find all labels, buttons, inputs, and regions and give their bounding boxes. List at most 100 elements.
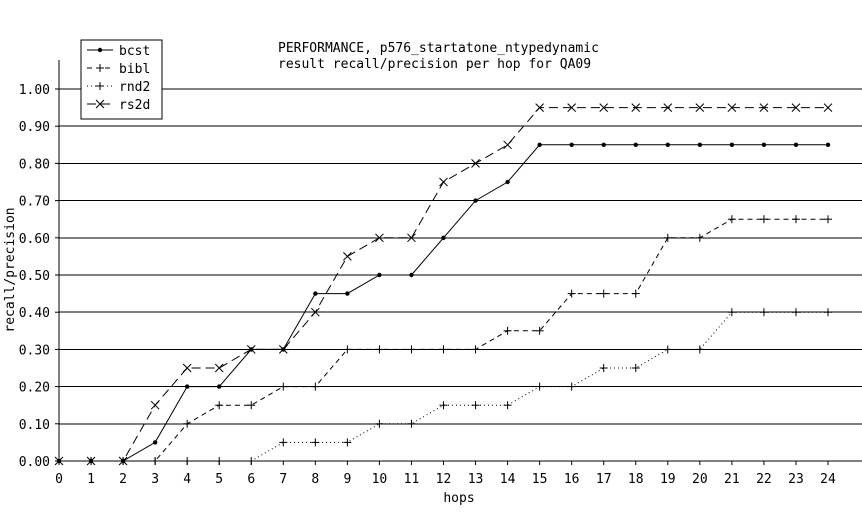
x-tick-label: 16 — [564, 472, 580, 487]
legend-item-bibl: bibl — [87, 62, 150, 77]
series-line — [59, 144, 828, 462]
data-point-plus — [375, 419, 384, 428]
legend: bcst bibl rnd2 rs2d — [80, 39, 163, 120]
y-tick-label: 0.70 — [19, 195, 50, 210]
data-point-plus — [567, 382, 576, 391]
x-tick-label: 18 — [628, 472, 644, 487]
data-point-plus — [824, 308, 832, 317]
legend-items: bcst bibl rnd2 rs2d — [87, 44, 150, 113]
series-bcst — [56, 142, 831, 464]
legend-label: bcst — [119, 44, 150, 59]
x-tick-label: 6 — [247, 472, 255, 487]
y-tick-label: 0.90 — [19, 120, 50, 135]
x-tick-label: 1 — [87, 472, 95, 487]
y-tick-label: 0.20 — [19, 381, 50, 396]
data-point-plus — [471, 345, 480, 354]
data-point-cross — [535, 103, 544, 112]
data-point-plus — [343, 438, 352, 447]
data-point-dot — [729, 142, 735, 147]
data-point-dot — [217, 384, 222, 389]
x-tick-label: 11 — [404, 472, 420, 487]
data-point-cross — [471, 159, 480, 168]
data-point-cross — [503, 140, 512, 150]
x-tick-label: 13 — [468, 472, 484, 487]
legend-box — [80, 39, 163, 120]
data-point-dot — [409, 272, 414, 278]
data-point-dot — [184, 384, 190, 389]
data-point-cross — [375, 233, 384, 243]
data-point-plus — [535, 326, 544, 335]
y-tick-label: 0.80 — [19, 157, 50, 172]
series-rnd2 — [55, 308, 832, 465]
x-tick-label: 15 — [532, 472, 548, 487]
data-point-dot — [697, 142, 703, 147]
data-point-plus — [279, 382, 288, 391]
data-point-plus — [695, 233, 704, 242]
data-point-plus — [151, 457, 160, 465]
data-point-cross — [407, 233, 416, 243]
x-tick-label: 4 — [183, 472, 191, 487]
data-point-cross — [791, 103, 801, 112]
data-point-plus — [631, 289, 640, 298]
data-point-dot — [313, 291, 318, 296]
data-point-dot — [441, 235, 446, 240]
x-tick-label: 3 — [151, 472, 159, 487]
data-point-plus — [727, 308, 736, 317]
data-point-plus — [759, 308, 768, 317]
x-tick-label: 9 — [343, 472, 351, 487]
x-tick-label: 5 — [215, 472, 223, 487]
data-point-cross — [599, 103, 609, 112]
data-point-cross — [118, 456, 128, 466]
series-bibl — [55, 215, 832, 465]
data-point-dot — [601, 142, 606, 147]
data-point-cross — [759, 103, 769, 112]
data-point-plus — [599, 289, 608, 298]
data-point-plus — [279, 438, 288, 447]
y-tick-label: 0.30 — [19, 343, 50, 358]
data-point-cross — [631, 103, 641, 112]
tick-labels: 0.00 0.10 0.20 0.30 0.40 0.50 0.60 0.70 0.80 0.90… — [19, 83, 836, 487]
data-point-cross — [214, 363, 224, 373]
x-tick-label: 0 — [55, 472, 63, 487]
data-point-cross — [343, 252, 352, 261]
data-point-plus — [503, 401, 512, 410]
legend-item-bcst: bcst — [87, 44, 150, 59]
data-point-cross — [663, 103, 673, 112]
legend-item-rs2d: rs2d — [87, 98, 150, 113]
data-point-cross — [95, 99, 105, 109]
data-point-dot — [633, 142, 638, 147]
data-point-plus — [567, 289, 576, 298]
x-tick-label: 17 — [596, 472, 612, 487]
data-point-plus — [311, 382, 320, 391]
x-tick-label: 14 — [500, 472, 516, 487]
data-point-plus — [471, 401, 480, 410]
x-tick-label: 8 — [311, 472, 319, 487]
data-point-plus — [439, 345, 448, 354]
data-point-plus — [407, 419, 416, 428]
legend-item-rnd2: rnd2 — [87, 80, 150, 95]
data-point-plus — [791, 308, 800, 317]
x-tick-label: 20 — [692, 472, 708, 487]
data-point-plus — [599, 364, 608, 372]
data-point-dot — [377, 272, 382, 278]
data-point-plus — [375, 345, 384, 354]
x-tick-label: 21 — [724, 472, 740, 487]
data-point-plus — [631, 364, 640, 372]
x-tick-label: 24 — [820, 472, 836, 487]
data-point-dot — [97, 47, 103, 53]
x-tick-label: 19 — [660, 472, 676, 487]
data-point-cross — [695, 103, 705, 112]
data-point-plus — [215, 401, 224, 410]
data-point-cross — [727, 103, 737, 112]
data-point-plus — [183, 419, 192, 428]
data-point-cross — [310, 307, 320, 317]
x-tick-label: 10 — [372, 472, 388, 487]
y-tick-label: 0.40 — [19, 306, 50, 321]
data-point-dot — [569, 142, 574, 147]
data-point-plus — [247, 457, 256, 465]
y-tick-label: 1.00 — [19, 83, 50, 98]
x-tick-label: 2 — [119, 472, 127, 487]
data-point-plus — [503, 326, 512, 335]
data-point-dot — [793, 142, 799, 147]
data-point-cross — [823, 103, 833, 112]
